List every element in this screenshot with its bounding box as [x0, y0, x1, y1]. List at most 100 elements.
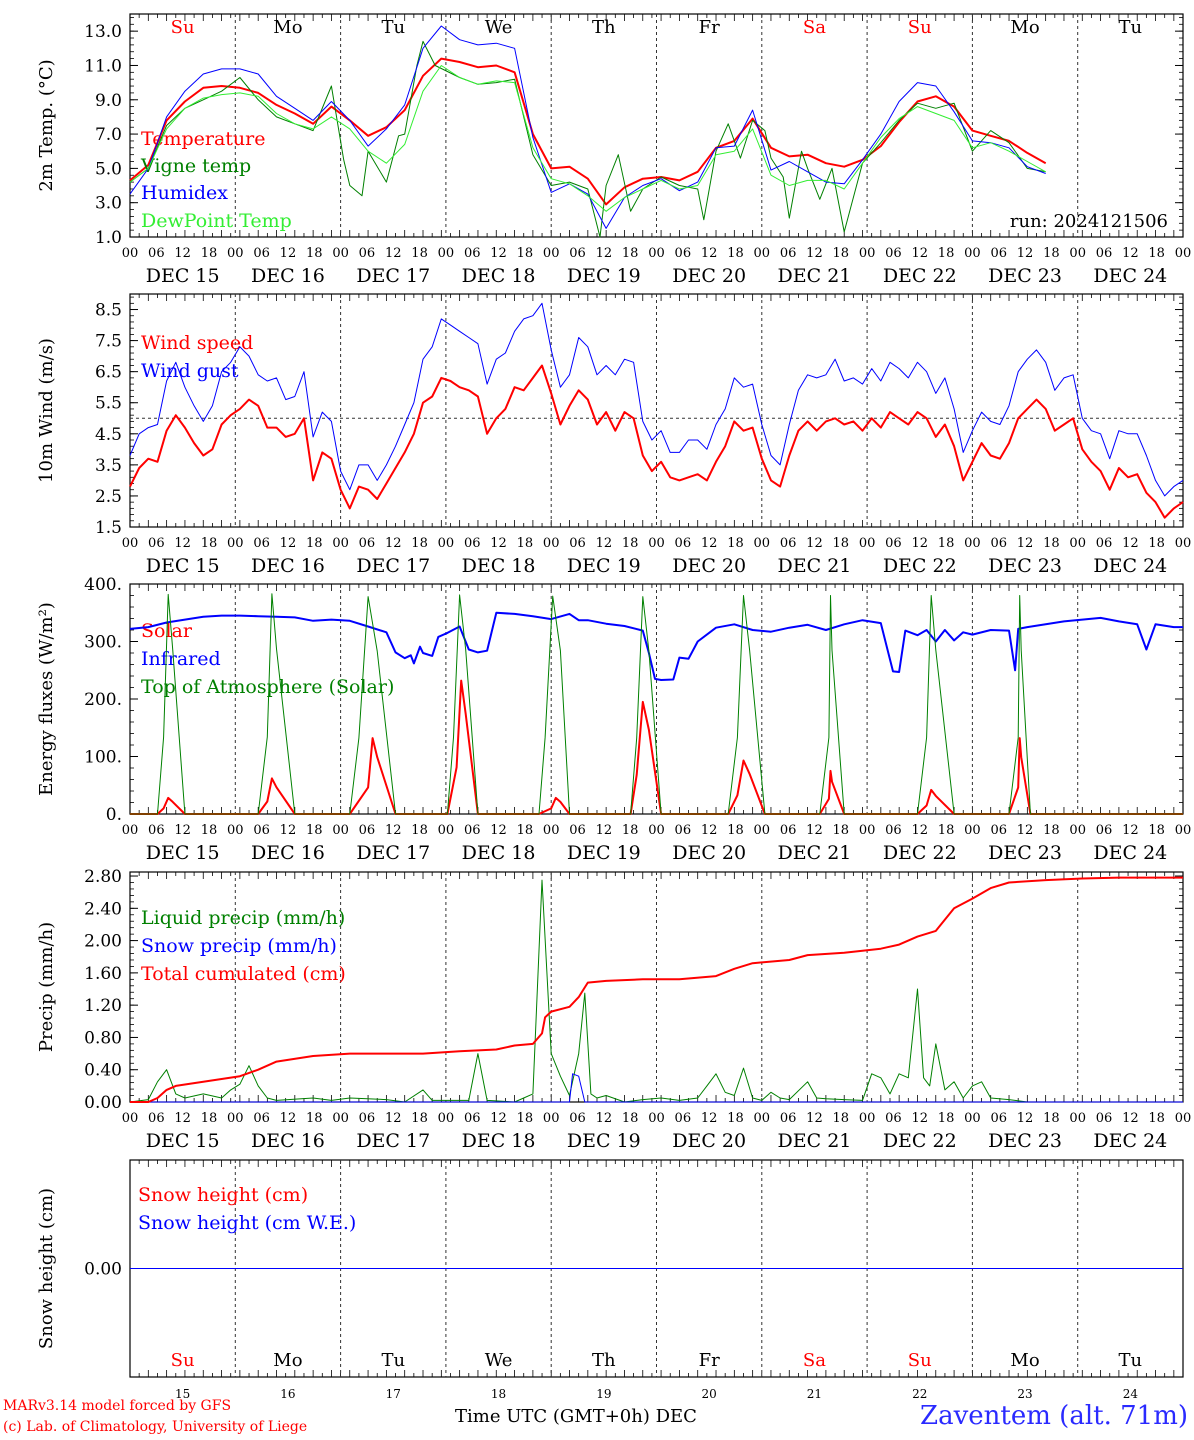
x-hour-label: 06 — [569, 246, 586, 261]
y-tick-label: 3.0 — [95, 194, 122, 214]
panel-1: 1.0 3.0 5.0 7.0 9.0 11.0 13.0 2m Temp. (°C) Temp… — [36, 13, 1191, 287]
x-hour-label: 00 — [964, 1111, 981, 1126]
weekday-label: Tu — [1119, 17, 1143, 38]
x-hour-label: 18 — [411, 246, 428, 261]
y-tick-label: 5.5 — [95, 394, 122, 414]
legend-entry: Vigne temp — [140, 155, 251, 177]
x-hour-label: 06 — [569, 536, 586, 551]
x-hour-label: 00 — [964, 536, 981, 551]
x-hour-label: 12 — [385, 246, 402, 261]
x-hour-label: 06 — [253, 246, 270, 261]
series-line-dewpoint-temp — [129, 65, 1046, 212]
y-tick-label: 0.00 — [84, 1260, 122, 1280]
x-date-label: DEC 22 — [883, 1130, 957, 1152]
x-hour-label: 06 — [148, 246, 165, 261]
legend-entry: Snow precip (mm/h) — [141, 935, 337, 957]
y-tick-label: 0.80 — [84, 1028, 122, 1048]
x-hour-label: 12 — [1017, 536, 1034, 551]
x-hour-label: 18 — [938, 823, 955, 838]
y-tick-label: 0. — [106, 805, 122, 825]
x-hour-label: 06 — [780, 823, 797, 838]
series-line-wind-gust — [129, 302, 1184, 497]
x-hour-label: 18 — [306, 1111, 323, 1126]
series-line-snow-precip-mm-h — [130, 1073, 1183, 1103]
legend-entry: Snow height (cm) — [138, 1184, 308, 1206]
x-date-label: DEC 17 — [356, 1130, 430, 1152]
x-hour-label: 00 — [859, 823, 876, 838]
x-hour-label: 00 — [648, 536, 665, 551]
x-date-label: DEC 21 — [778, 555, 852, 577]
x-hour-label: 18 — [727, 536, 744, 551]
series-line-temperature — [129, 57, 1047, 206]
x-date-label: DEC 15 — [146, 1130, 220, 1152]
weekday-label: Tu — [381, 1350, 405, 1371]
x-hour-label: 12 — [490, 823, 507, 838]
x-hour-label: 12 — [1017, 246, 1034, 261]
series-line-humidex — [129, 25, 1046, 229]
x-hour-label: 06 — [464, 246, 481, 261]
x-hour-label: 00 — [122, 246, 139, 261]
y-tick-label: 1.0 — [95, 228, 122, 248]
x-date-label: DEC 24 — [1093, 1130, 1167, 1152]
x-hour-label: 00 — [438, 536, 455, 551]
x-hour-label: 06 — [148, 536, 165, 551]
x-hour-label: 00 — [754, 823, 771, 838]
x-date-label: DEC 22 — [883, 842, 957, 864]
x-hour-label: 18 — [411, 823, 428, 838]
x-hour-label: 00 — [754, 1111, 771, 1126]
x-date-label: DEC 16 — [251, 1130, 325, 1152]
x-date-label: DEC 18 — [462, 1130, 536, 1152]
x-hour-label: 12 — [174, 536, 191, 551]
x-hour-label: 00 — [438, 246, 455, 261]
x-hour-label: 00 — [648, 246, 665, 261]
x-hour-label: 06 — [885, 1111, 902, 1126]
x-date-label: DEC 17 — [356, 842, 430, 864]
x-hour-label: 06 — [990, 823, 1007, 838]
y-tick-label: 5.0 — [95, 159, 122, 179]
y-tick-label: 300. — [84, 633, 122, 653]
x-hour-label: 18 — [622, 823, 639, 838]
x-hour-label: 06 — [464, 823, 481, 838]
x-hour-label: 18 — [1148, 1111, 1165, 1126]
x-hour-label: 00 — [543, 1111, 560, 1126]
x-date-label: DEC 24 — [1093, 842, 1167, 864]
x-hour-label: 12 — [596, 823, 613, 838]
y-tick-label: 2.5 — [95, 487, 122, 507]
x-hour-label: 12 — [1017, 823, 1034, 838]
x-hour-label: 18 — [517, 823, 534, 838]
x-hour-label: 06 — [1096, 823, 1113, 838]
x-hour-label: 06 — [1096, 1111, 1113, 1126]
weekday-label: Th — [592, 17, 616, 38]
x-hour-label: 12 — [280, 823, 297, 838]
series-line-total-cumulated-cm — [130, 876, 1183, 1103]
x-hour-label: 00 — [1175, 1111, 1192, 1126]
x-date-label: DEC 21 — [778, 1130, 852, 1152]
x-hour-label: 12 — [806, 823, 823, 838]
x-hour-label: 12 — [701, 1111, 718, 1126]
x-hour-label: 12 — [1122, 1111, 1139, 1126]
weekday-label: Mo — [1010, 1350, 1039, 1371]
x-hour-label: 00 — [859, 536, 876, 551]
legend-entry: Top of Atmosphere (Solar) — [141, 676, 394, 698]
x-hour-label: 06 — [1096, 536, 1113, 551]
day-number-label: 21 — [807, 1387, 822, 1401]
x-hour-label: 06 — [569, 1111, 586, 1126]
x-hour-label: 00 — [754, 536, 771, 551]
x-hour-label: 12 — [596, 536, 613, 551]
weekday-label: We — [485, 1350, 513, 1371]
day-number-label: 17 — [386, 1387, 401, 1401]
x-hour-label: 18 — [622, 536, 639, 551]
x-hour-label: 12 — [174, 246, 191, 261]
y-tick-label: 8.5 — [95, 301, 122, 321]
x-date-label: DEC 15 — [146, 265, 220, 287]
y-tick-label: 0.40 — [84, 1061, 122, 1081]
day-number-label: 24 — [1123, 1387, 1139, 1401]
x-hour-label: 18 — [1148, 823, 1165, 838]
x-hour-label: 06 — [675, 536, 692, 551]
x-hour-label: 00 — [227, 823, 244, 838]
y-axis-label: 10m Wind (m/s) — [36, 338, 57, 483]
x-hour-label: 12 — [1122, 246, 1139, 261]
x-date-label: DEC 22 — [883, 265, 957, 287]
x-hour-label: 18 — [411, 536, 428, 551]
y-axis-label: Snow height (cm) — [36, 1188, 57, 1349]
